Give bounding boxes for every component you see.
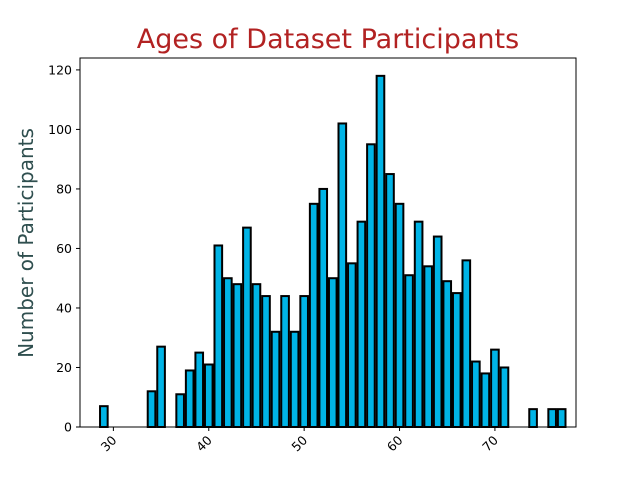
bar — [442, 280, 453, 428]
bar — [337, 122, 348, 428]
plot-frame — [79, 57, 577, 428]
x-tick-label: 60 — [384, 432, 406, 454]
y-axis-label: Number of Participants — [14, 128, 38, 358]
bar — [99, 405, 109, 428]
bar — [289, 330, 300, 429]
bar — [471, 360, 481, 428]
bar — [404, 274, 414, 428]
bar — [385, 173, 395, 428]
bar — [261, 295, 271, 428]
bar — [242, 226, 252, 428]
y-tick-label: 120 — [48, 62, 72, 77]
bar — [556, 408, 567, 429]
y-tick-label: 100 — [48, 122, 72, 137]
bar — [375, 74, 386, 429]
bar — [366, 143, 376, 428]
bar — [327, 277, 338, 429]
bar — [299, 295, 309, 428]
bar — [203, 363, 214, 428]
bar — [318, 187, 329, 428]
bar — [213, 244, 224, 428]
x-tick-label: 40 — [193, 432, 215, 454]
bar — [394, 202, 405, 428]
bar — [280, 295, 290, 428]
bar — [480, 372, 491, 429]
bar — [461, 259, 472, 428]
bar — [308, 202, 319, 428]
bar — [347, 262, 357, 429]
y-tick-label: 0 — [64, 420, 72, 435]
bar — [184, 369, 195, 429]
y-tick-label: 80 — [56, 181, 72, 196]
bar — [223, 277, 233, 429]
bar — [490, 348, 500, 428]
bar — [423, 265, 433, 428]
bar — [232, 283, 243, 428]
x-ticks: 30 40 50 60 70 — [98, 427, 501, 454]
bar — [156, 345, 166, 428]
y-tick-label: 40 — [56, 300, 72, 315]
bar — [175, 393, 185, 429]
bar — [194, 351, 205, 428]
bar — [528, 408, 538, 429]
bar — [499, 366, 510, 428]
bar — [270, 330, 281, 429]
bar — [451, 292, 462, 428]
bar — [547, 408, 557, 429]
y-tick-label: 20 — [56, 360, 72, 375]
x-tick-label: 30 — [98, 432, 120, 454]
bar — [146, 390, 157, 428]
bar — [251, 283, 262, 428]
y-tick-label: 60 — [56, 241, 72, 256]
bar — [356, 220, 367, 428]
bars-group — [99, 74, 567, 429]
chart-title: Ages of Dataset Participants — [137, 24, 519, 55]
x-tick-label: 50 — [288, 432, 310, 454]
x-tick-label: 70 — [479, 432, 501, 454]
y-ticks: 0 20 40 60 80 100 120 — [48, 62, 80, 435]
bar — [413, 220, 424, 428]
bar — [432, 235, 443, 428]
